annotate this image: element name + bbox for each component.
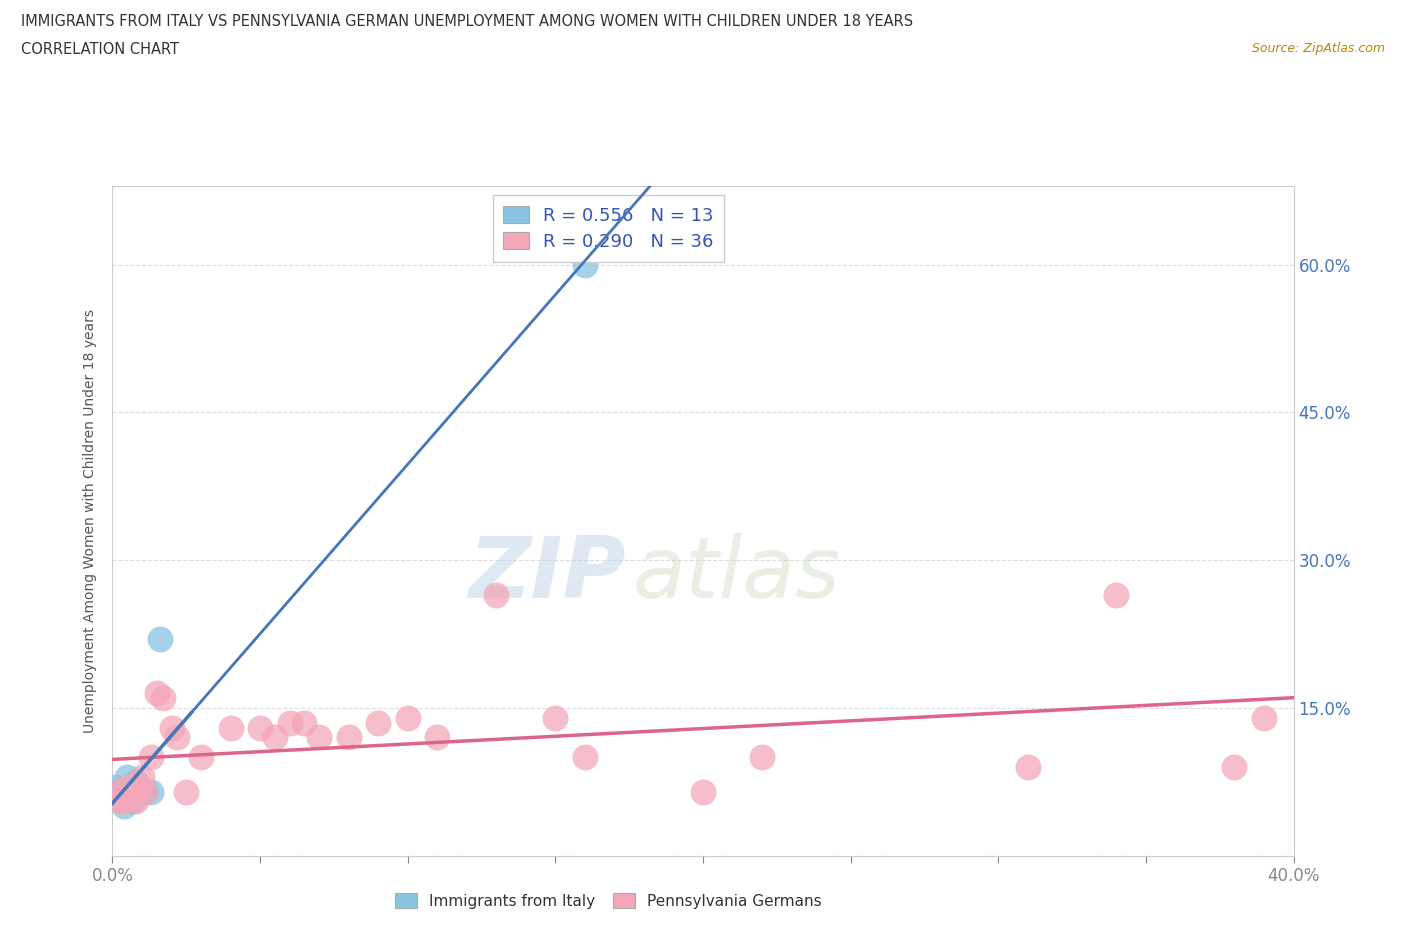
- Point: [146, 685, 169, 700]
- Point: [160, 720, 183, 735]
- Point: [139, 750, 162, 764]
- Point: [278, 715, 301, 730]
- Point: [117, 769, 138, 784]
- Point: [1223, 760, 1246, 775]
- Point: [292, 715, 315, 730]
- Point: [692, 784, 714, 799]
- Point: [110, 789, 132, 804]
- Point: [117, 779, 138, 794]
- Point: [120, 789, 142, 804]
- Text: atlas: atlas: [633, 533, 841, 616]
- Point: [190, 750, 212, 764]
- Point: [149, 631, 172, 646]
- Text: CORRELATION CHART: CORRELATION CHART: [21, 42, 179, 57]
- Text: ZIP: ZIP: [468, 533, 626, 616]
- Point: [139, 784, 162, 799]
- Legend: Immigrants from Italy, Pennsylvania Germans: Immigrants from Italy, Pennsylvania Germ…: [389, 887, 828, 915]
- Point: [751, 750, 773, 764]
- Point: [544, 711, 567, 725]
- Point: [122, 784, 145, 799]
- Point: [1017, 760, 1039, 775]
- Point: [122, 794, 145, 809]
- Point: [104, 779, 127, 794]
- Point: [128, 784, 150, 799]
- Point: [264, 730, 287, 745]
- Point: [110, 794, 132, 809]
- Point: [574, 258, 596, 272]
- Point: [134, 784, 156, 799]
- Point: [337, 730, 360, 745]
- Point: [107, 784, 129, 799]
- Point: [174, 784, 197, 799]
- Point: [134, 784, 156, 799]
- Text: Source: ZipAtlas.com: Source: ZipAtlas.com: [1251, 42, 1385, 55]
- Point: [125, 794, 148, 809]
- Point: [152, 691, 174, 706]
- Point: [125, 775, 148, 790]
- Point: [574, 750, 596, 764]
- Point: [166, 730, 188, 745]
- Point: [485, 587, 508, 602]
- Point: [120, 784, 142, 799]
- Point: [112, 794, 135, 809]
- Point: [219, 720, 242, 735]
- Point: [107, 784, 129, 799]
- Point: [112, 799, 135, 814]
- Point: [128, 779, 150, 794]
- Point: [249, 720, 271, 735]
- Point: [396, 711, 419, 725]
- Point: [426, 730, 449, 745]
- Text: IMMIGRANTS FROM ITALY VS PENNSYLVANIA GERMAN UNEMPLOYMENT AMONG WOMEN WITH CHILD: IMMIGRANTS FROM ITALY VS PENNSYLVANIA GE…: [21, 14, 914, 29]
- Point: [308, 730, 330, 745]
- Point: [131, 769, 153, 784]
- Y-axis label: Unemployment Among Women with Children Under 18 years: Unemployment Among Women with Children U…: [83, 309, 97, 733]
- Point: [1105, 587, 1128, 602]
- Point: [367, 715, 389, 730]
- Point: [1253, 711, 1275, 725]
